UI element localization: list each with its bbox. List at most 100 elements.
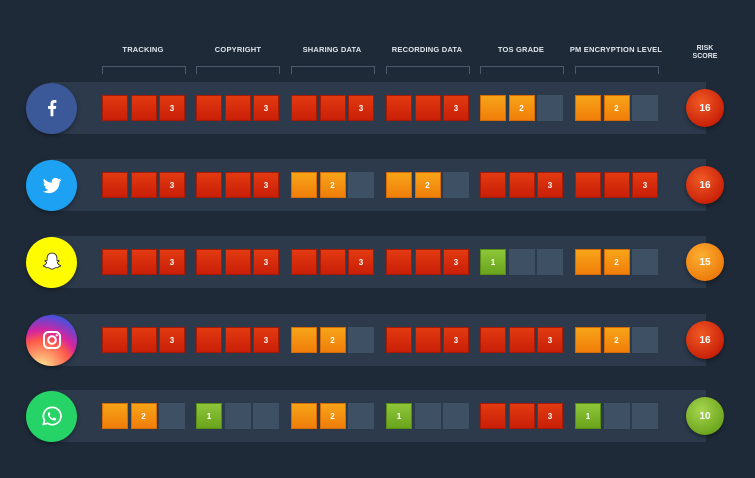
rating-value: 3 bbox=[263, 103, 269, 113]
rating-square-filled bbox=[291, 249, 317, 275]
rating-value: 2 bbox=[330, 335, 335, 345]
rating-square-filled: 2 bbox=[319, 327, 346, 353]
rating-value: 1 bbox=[206, 411, 212, 421]
rating-square-empty bbox=[603, 403, 630, 429]
risk-score-badge: 16 bbox=[686, 89, 724, 127]
rating-square-filled bbox=[480, 172, 506, 198]
rating-square-filled bbox=[414, 95, 441, 121]
rating-value: 2 bbox=[330, 180, 335, 190]
column-bracket bbox=[196, 66, 280, 74]
rating-value: 2 bbox=[330, 411, 335, 421]
rating-square-filled: 3 bbox=[537, 403, 563, 429]
column-bracket bbox=[102, 66, 186, 74]
rating-square-filled: 3 bbox=[159, 172, 185, 198]
rating-square-empty bbox=[348, 403, 374, 429]
rating-square-filled bbox=[386, 95, 412, 121]
rating-value: 3 bbox=[169, 180, 175, 190]
rating-square-empty bbox=[508, 249, 535, 275]
rating-square-empty bbox=[348, 172, 374, 198]
rating-square-filled bbox=[102, 172, 128, 198]
twitter-icon bbox=[26, 159, 77, 211]
rating-value: 2 bbox=[519, 103, 524, 113]
rating-square-filled bbox=[102, 95, 128, 121]
rating-value: 2 bbox=[425, 180, 430, 190]
rating-square-filled bbox=[575, 95, 601, 121]
rating-square-filled: 2 bbox=[508, 95, 535, 121]
column-bracket bbox=[386, 66, 470, 74]
rating-value: 3 bbox=[263, 257, 269, 267]
rating-square-empty bbox=[414, 403, 441, 429]
rating-value: 2 bbox=[614, 103, 619, 113]
rating-square-empty bbox=[632, 403, 658, 429]
rating-value: 3 bbox=[547, 335, 553, 345]
rating-square-filled: 2 bbox=[319, 403, 346, 429]
risk-score-value: 16 bbox=[699, 334, 711, 346]
rating-square-filled bbox=[575, 172, 601, 198]
rating-value: 3 bbox=[263, 180, 269, 190]
rating-square-filled: 3 bbox=[253, 95, 279, 121]
rating-square-filled bbox=[480, 403, 506, 429]
rating-square-filled bbox=[480, 95, 506, 121]
rating-square-filled bbox=[575, 327, 601, 353]
rating-value: 2 bbox=[141, 411, 146, 421]
rating-square-filled bbox=[102, 327, 128, 353]
rating-square-filled: 3 bbox=[443, 249, 469, 275]
risk-score-value: 15 bbox=[699, 256, 711, 268]
rating-square-filled: 3 bbox=[443, 95, 469, 121]
rating-square-filled bbox=[575, 249, 601, 275]
rating-square-empty bbox=[632, 249, 658, 275]
column-header-pm-encryption-level: PM ENCRYPTION LEVEL bbox=[569, 45, 663, 54]
rating-value: 1 bbox=[396, 411, 402, 421]
rating-value: 1 bbox=[490, 257, 496, 267]
column-bracket bbox=[575, 66, 659, 74]
rating-square-filled: 3 bbox=[253, 172, 279, 198]
rating-square-filled: 2 bbox=[603, 95, 630, 121]
rating-square-empty bbox=[159, 403, 185, 429]
rating-square-filled: 3 bbox=[253, 249, 279, 275]
rating-square-empty bbox=[253, 403, 279, 429]
rating-square-filled bbox=[224, 172, 251, 198]
risk-score-value: 10 bbox=[699, 410, 711, 422]
rating-value: 3 bbox=[358, 103, 364, 113]
rating-square-filled: 2 bbox=[414, 172, 441, 198]
whatsapp-icon bbox=[26, 390, 77, 442]
rating-value: 3 bbox=[169, 103, 175, 113]
rating-value: 3 bbox=[642, 180, 648, 190]
rating-square-filled bbox=[130, 95, 157, 121]
rating-square-filled bbox=[196, 327, 222, 353]
rating-square-filled bbox=[508, 327, 535, 353]
rating-square-filled: 2 bbox=[603, 327, 630, 353]
column-bracket bbox=[480, 66, 564, 74]
rating-value: 3 bbox=[547, 411, 553, 421]
rating-square-filled bbox=[414, 249, 441, 275]
rating-square-filled: 3 bbox=[537, 172, 563, 198]
rating-square-filled: 3 bbox=[159, 327, 185, 353]
column-header-tos-grade: TOS GRADE bbox=[497, 45, 545, 54]
rating-square-filled: 2 bbox=[603, 249, 630, 275]
rating-square-filled bbox=[291, 327, 317, 353]
rating-square-filled: 2 bbox=[130, 403, 157, 429]
rating-value: 3 bbox=[358, 257, 364, 267]
rating-square-filled: 3 bbox=[348, 95, 374, 121]
rating-square-filled bbox=[291, 403, 317, 429]
rating-value: 3 bbox=[453, 257, 459, 267]
column-header-risk-score: RISK SCORE bbox=[692, 45, 718, 60]
rating-square-empty bbox=[224, 403, 251, 429]
rating-square-filled bbox=[130, 327, 157, 353]
rating-square-empty bbox=[537, 249, 563, 275]
rating-square-filled bbox=[386, 327, 412, 353]
rating-square-filled: 3 bbox=[159, 95, 185, 121]
rating-square-filled bbox=[130, 249, 157, 275]
rating-square-empty bbox=[443, 403, 469, 429]
rating-square-empty bbox=[632, 95, 658, 121]
rating-square-filled bbox=[130, 172, 157, 198]
rating-square-empty bbox=[348, 327, 374, 353]
rating-square-filled bbox=[386, 172, 412, 198]
rating-square-filled: 1 bbox=[386, 403, 412, 429]
rating-value: 3 bbox=[547, 180, 553, 190]
rating-square-empty bbox=[443, 172, 469, 198]
rating-square-filled: 3 bbox=[348, 249, 374, 275]
rating-square-empty bbox=[537, 95, 563, 121]
column-header-sharing-data: SHARING DATA bbox=[302, 45, 362, 54]
risk-score-value: 16 bbox=[699, 179, 711, 191]
